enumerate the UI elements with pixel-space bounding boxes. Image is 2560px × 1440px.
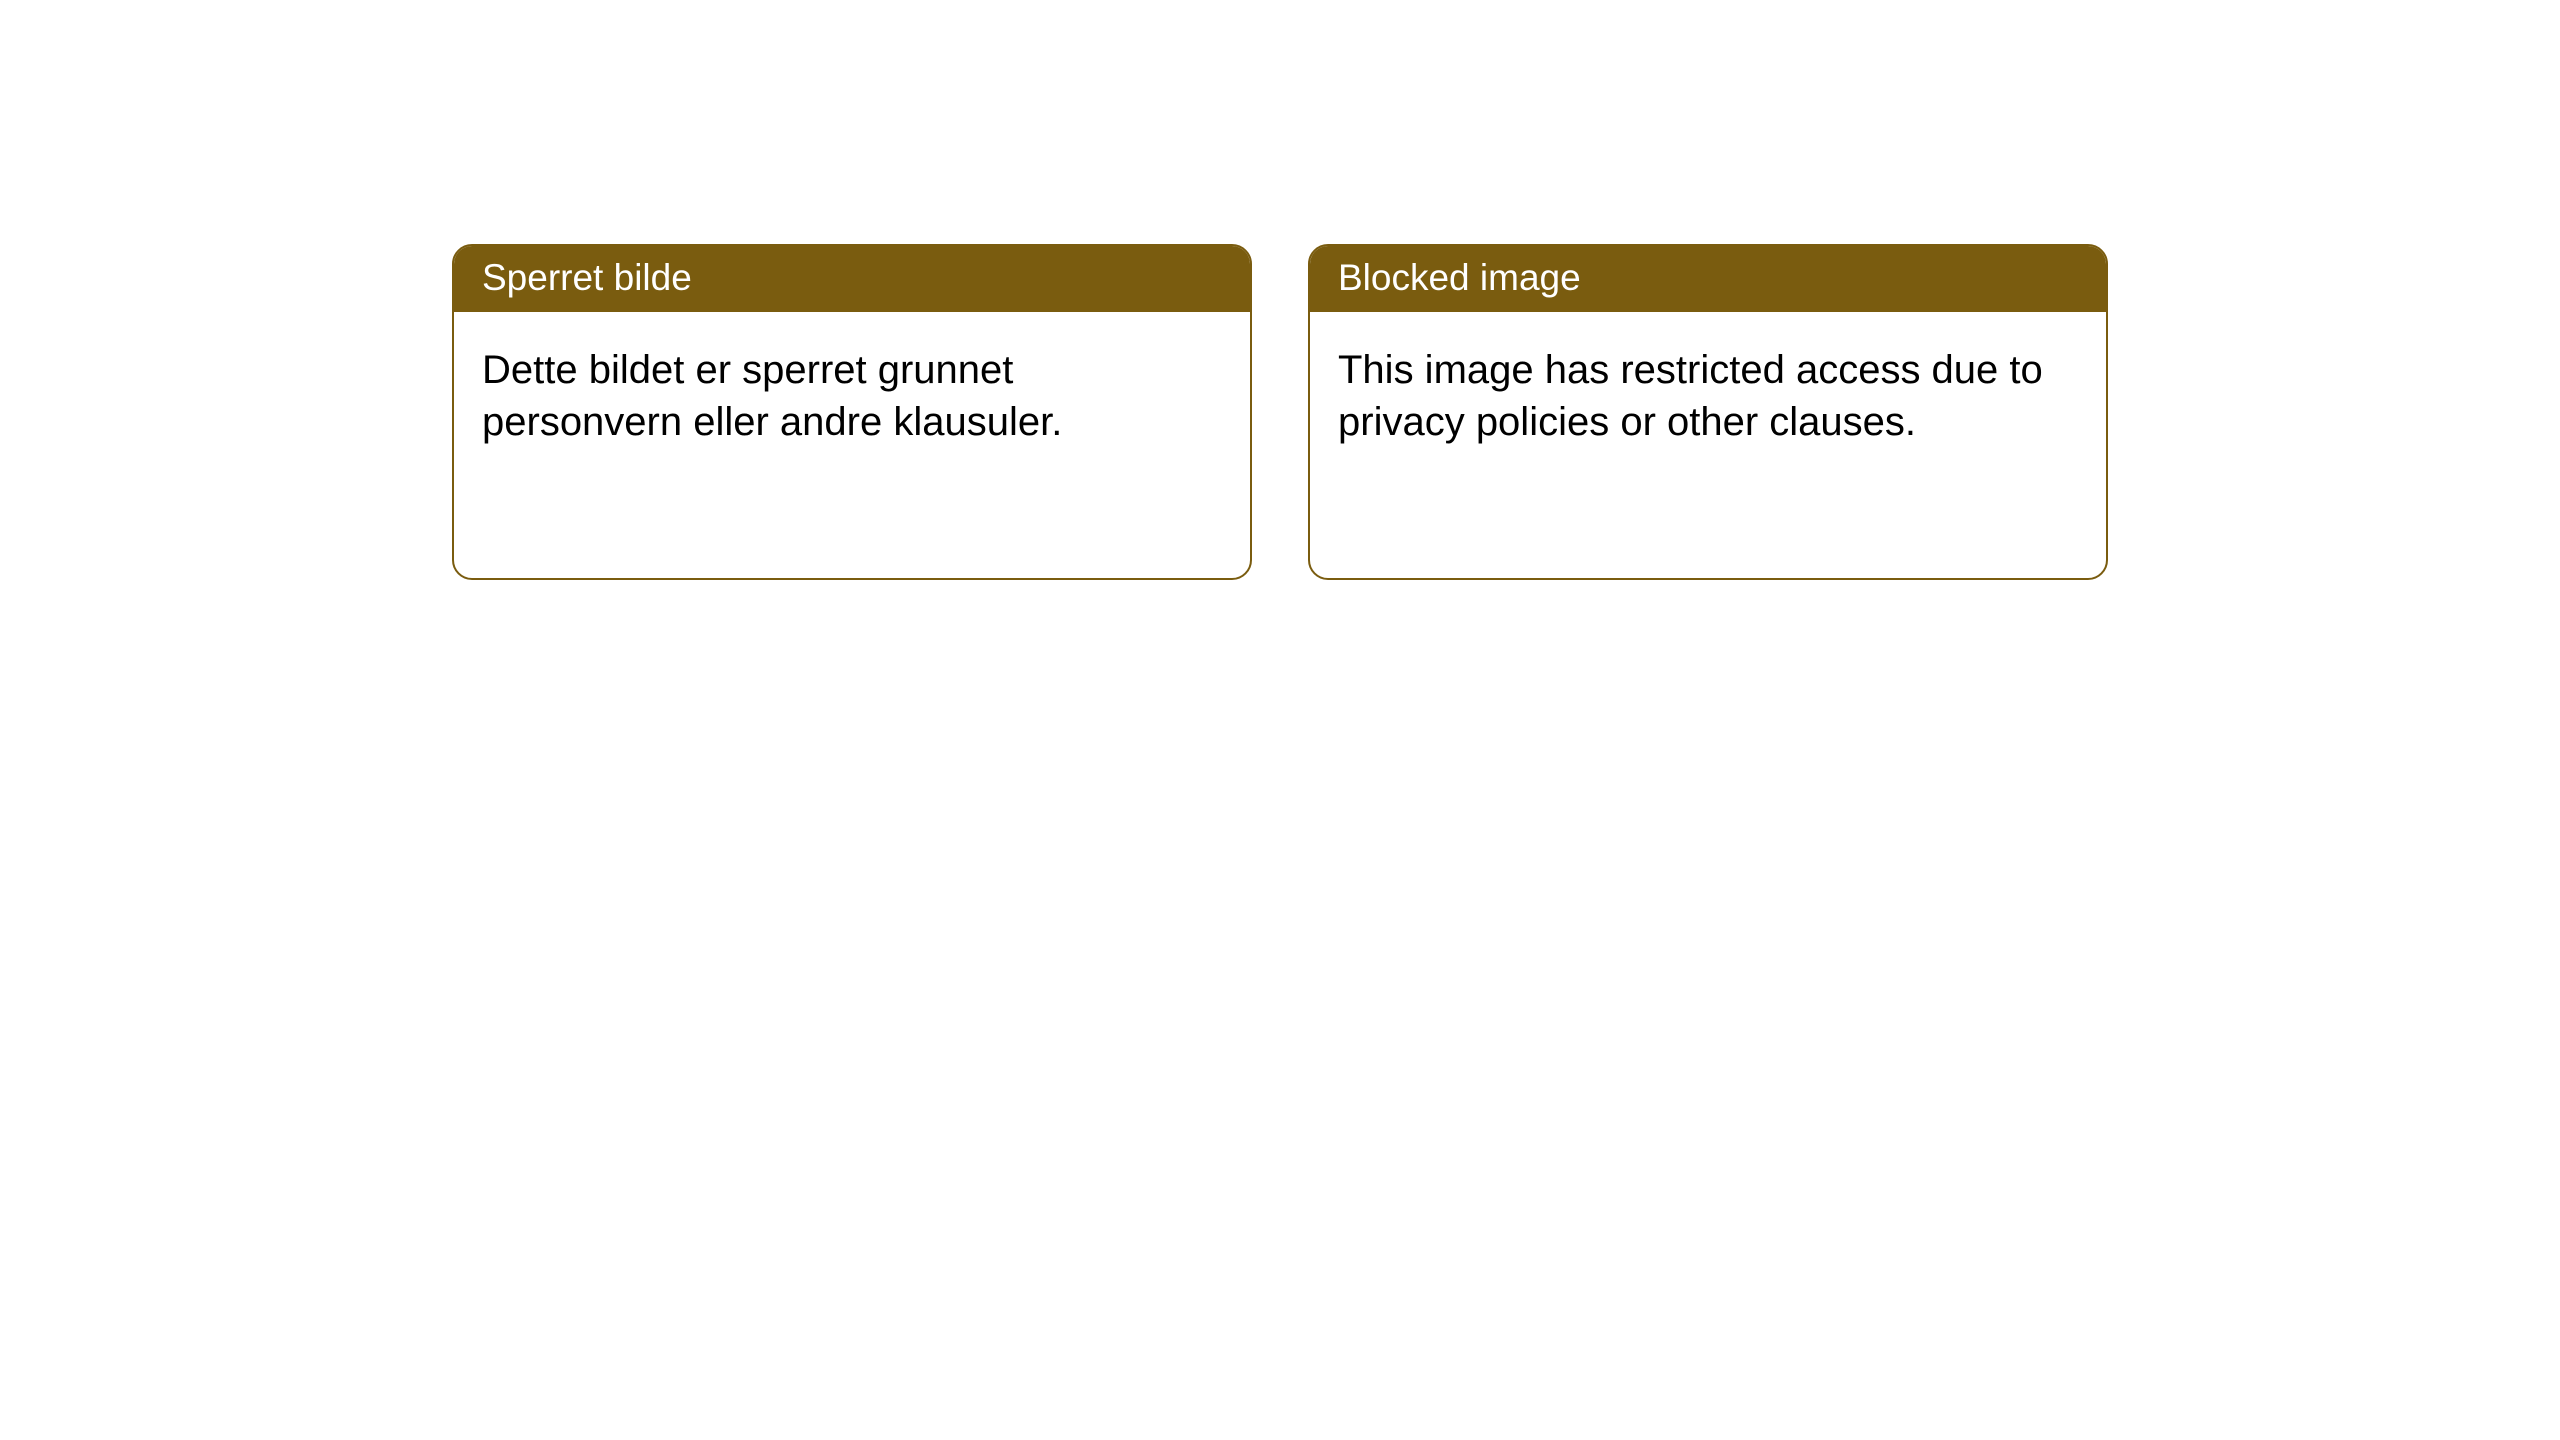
- notice-header: Sperret bilde: [454, 246, 1250, 312]
- notice-body: Dette bildet er sperret grunnet personve…: [454, 312, 1250, 476]
- notice-container: Sperret bilde Dette bildet er sperret gr…: [452, 244, 2108, 580]
- notice-box-norwegian: Sperret bilde Dette bildet er sperret gr…: [452, 244, 1252, 580]
- notice-header: Blocked image: [1310, 246, 2106, 312]
- notice-box-english: Blocked image This image has restricted …: [1308, 244, 2108, 580]
- notice-body: This image has restricted access due to …: [1310, 312, 2106, 476]
